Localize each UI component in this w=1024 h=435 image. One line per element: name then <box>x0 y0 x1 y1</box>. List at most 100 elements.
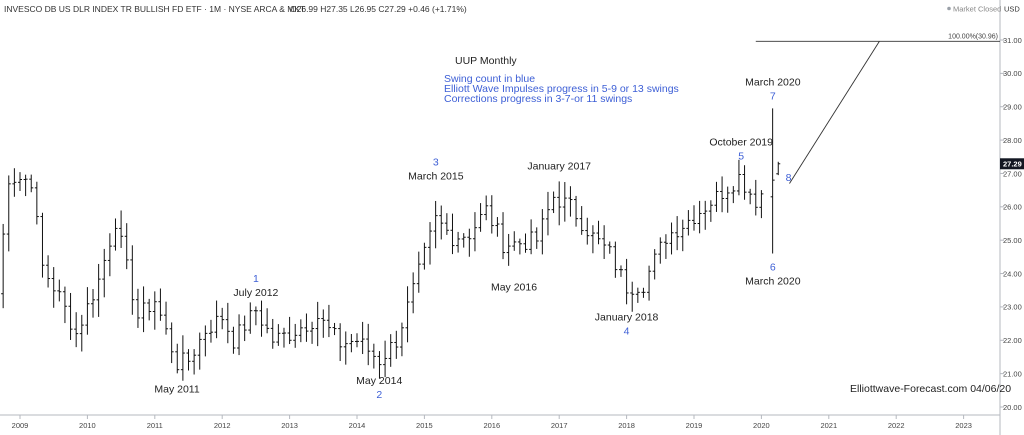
ohlc-bar <box>355 333 359 348</box>
ohlc-bar <box>135 288 140 328</box>
ohlc-bar <box>332 322 337 336</box>
ohlc-bar <box>203 325 208 357</box>
ohlc-bar <box>703 200 708 230</box>
ohlc-bar <box>349 333 354 353</box>
ohlc-bar <box>562 182 567 222</box>
last-price-tag: 27.29 <box>1000 158 1024 170</box>
x-tick-label: 2018 <box>618 421 635 430</box>
y-tick-label: 27.00 <box>1003 169 1022 178</box>
ohlc-bar <box>197 332 202 370</box>
y-tick-label: 29.00 <box>1003 103 1022 112</box>
ohlc-bar <box>602 225 607 259</box>
annotation-may2014: May 2014 <box>356 375 402 387</box>
ohlc-bar <box>85 287 90 335</box>
annotation-wave2: 2 <box>376 389 382 401</box>
y-tick-label: 20.00 <box>1003 403 1022 412</box>
ohlc-bar <box>411 272 416 314</box>
ohlc-bar <box>607 241 612 254</box>
x-axis-ticks: 2009 2010 2011 2012 2013 2014 2015 2016 2017 2018… <box>12 415 972 430</box>
ohlc-bar <box>484 195 489 221</box>
ohlc-bar <box>242 315 247 342</box>
ohlc-bar <box>29 174 34 193</box>
ohlc-bar <box>57 279 62 302</box>
ohlc-bar <box>276 324 281 346</box>
ohlc-bar <box>152 291 157 330</box>
ohlc-bar <box>523 233 528 253</box>
ohlc-bar <box>495 217 500 237</box>
y-tick-label: 21.00 <box>1003 369 1022 378</box>
ohlc-bar <box>545 191 550 236</box>
ohlc-bar <box>186 349 191 371</box>
ohlc-bar <box>119 210 124 248</box>
ohlc-bar <box>107 233 112 277</box>
ohlc-bar <box>248 302 253 334</box>
ohlc-bar <box>310 321 315 344</box>
annotation-march2020bot: March 2020 <box>745 276 801 288</box>
ohlc-bar <box>461 233 466 248</box>
ohlc-bar <box>540 209 545 255</box>
ohlc-bar <box>40 212 45 278</box>
ohlc-bar <box>96 263 101 317</box>
ohlc-bar <box>635 287 640 303</box>
annotation-jan2018: January 2018 <box>595 312 659 324</box>
ohlc-bar <box>158 288 163 321</box>
ohlc-bar <box>557 181 562 226</box>
ohlc-bar <box>686 210 691 236</box>
projection-line <box>789 41 880 184</box>
ohlc-bar <box>326 304 331 338</box>
ohlc-bar <box>652 249 657 280</box>
ohlc-bar <box>265 308 270 334</box>
y-tick-label: 22.00 <box>1003 336 1022 345</box>
ohlc-bar <box>512 231 517 251</box>
ohlc-bar <box>46 255 51 288</box>
ohlc-bar <box>62 286 67 324</box>
y-axis-ticks: 20.00 21.00 22.00 23.00 24.00 25.00 26.00 27.00… <box>1000 36 1022 412</box>
ohlc-bar <box>641 287 646 298</box>
ohlc-bar <box>692 205 696 231</box>
ohlc-bar <box>79 314 84 352</box>
x-tick-label: 2019 <box>686 421 703 430</box>
wave-annotations: May 2011 July 2012 1 May 2014 2 March 2015 3 Ma… <box>154 76 800 401</box>
ohlc-bar <box>647 265 652 301</box>
ohlc-bar <box>304 313 309 342</box>
ohlc-bar <box>399 322 404 357</box>
ohlc-bar <box>130 245 135 315</box>
ohlc-bar <box>51 267 56 308</box>
ohlc-bar <box>237 314 242 356</box>
annotation-oct2019: October 2019 <box>709 136 773 148</box>
ohlc-bar <box>416 251 421 293</box>
ohlc-bar <box>748 188 753 205</box>
ohlc-bar <box>287 316 292 345</box>
ohlc-bar <box>12 168 17 197</box>
x-tick-label: 2022 <box>888 421 905 430</box>
chart-notes-line-3: Corrections progress in 3-7-or 11 swings <box>444 93 632 105</box>
ohlc-bar <box>753 179 758 216</box>
ohlc-bar <box>590 225 595 254</box>
x-tick-label: 2020 <box>753 421 770 430</box>
ohlc-bar <box>444 213 449 235</box>
ohlc-bar <box>34 181 39 225</box>
ohlc-bar <box>472 212 477 252</box>
ohlc-bar <box>23 174 28 197</box>
annotation-wave4: 4 <box>624 326 630 338</box>
x-tick-label: 2013 <box>281 421 298 430</box>
ohlc-bar <box>630 281 635 312</box>
y-tick-label: 25.00 <box>1003 236 1022 245</box>
ohlc-bar <box>343 331 348 365</box>
ohlc-bar <box>439 205 444 240</box>
ohlc-bar <box>433 200 438 249</box>
ohlc-bar <box>551 191 556 214</box>
ohlc-bar <box>585 217 590 245</box>
x-tick-label: 2023 <box>955 421 972 430</box>
y-tick-label: 31.00 <box>1003 36 1022 45</box>
ohlc-bar <box>124 223 129 270</box>
x-tick-label: 2017 <box>551 421 568 430</box>
annotation-may2016: May 2016 <box>491 282 537 294</box>
ohlc-bar <box>517 238 522 255</box>
ohlc-bar <box>613 241 618 278</box>
ohlc-bar <box>456 231 461 253</box>
x-tick-label: 2014 <box>349 421 366 430</box>
ohlc-bar <box>74 312 79 348</box>
